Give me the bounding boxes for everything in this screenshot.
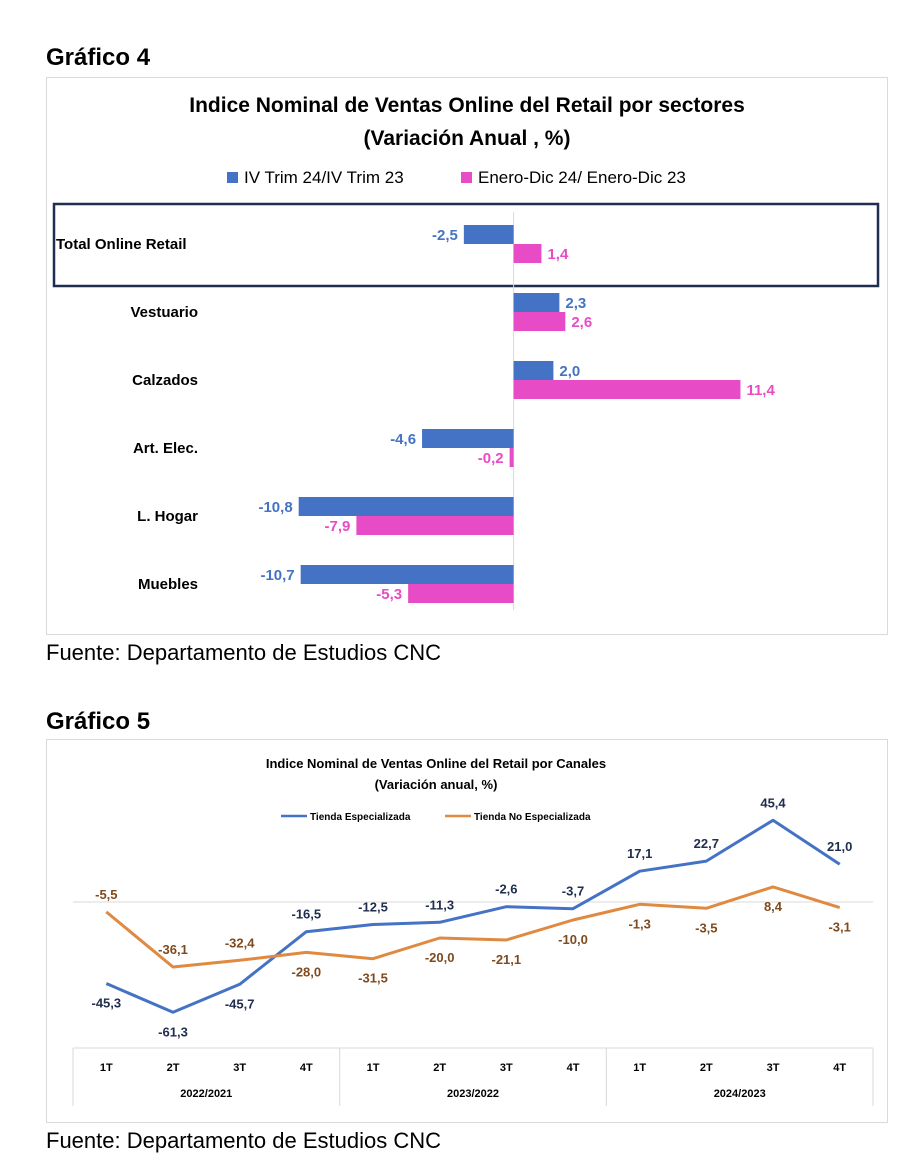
chart-5-legend: Tienda Especializada Tienda No Especiali… [281, 812, 591, 823]
data-label: -3,5 [695, 920, 717, 935]
legend-swatch-magenta [461, 172, 472, 183]
bar-enero-dic [408, 584, 514, 603]
chart-4-heading: Gráfico 4 [46, 44, 151, 71]
data-label: -10,8 [258, 499, 292, 516]
data-label: -0,2 [478, 450, 504, 467]
x-tick-label: 2T [433, 1062, 446, 1074]
chart-4-title: Indice Nominal de Ventas Online del Reta… [189, 94, 745, 117]
group-label-1: 2022/2021 [180, 1088, 232, 1100]
data-label: 22,7 [694, 836, 719, 851]
chart-5-source: Fuente: Departamento de Estudios CNC [46, 1128, 441, 1153]
legend-label-line-1: Tienda Especializada [310, 812, 411, 823]
chart-5-svg: Indice Nominal de Ventas Online del Reta… [72, 756, 874, 1106]
bar-enero-dic [509, 448, 514, 467]
x-tick-label: 4T [567, 1062, 580, 1074]
data-label: -32,4 [225, 935, 255, 950]
data-label: -2,5 [432, 227, 458, 244]
chart-4-marks: Total Online Retail -2,5 1,4 Vestuario 2,3 2,… [56, 225, 775, 603]
x-tick-label: 4T [833, 1062, 846, 1074]
x-tick-label: 3T [767, 1062, 780, 1074]
data-label: -45,3 [92, 996, 122, 1011]
data-label: -10,7 [260, 567, 294, 584]
chart-4-source: Fuente: Departamento de Estudios CNC [46, 640, 441, 665]
data-label: -31,5 [358, 971, 388, 986]
data-label: 45,4 [760, 795, 786, 810]
data-label: -3,7 [562, 884, 584, 899]
data-label: -2,6 [495, 882, 517, 897]
data-label: 8,4 [764, 899, 783, 914]
chart-5-frame: Indice Nominal de Ventas Online del Reta… [46, 739, 888, 1123]
x-tick-label: 4T [300, 1062, 313, 1074]
chart-5-heading: Gráfico 5 [46, 708, 151, 735]
data-label: -20,0 [425, 950, 455, 965]
data-label: 17,1 [627, 846, 652, 861]
chart-4-legend: IV Trim 24/IV Trim 23 Enero-Dic 24/ Ener… [227, 168, 686, 187]
bar-iv-trim [463, 225, 514, 244]
bar-iv-trim [422, 429, 514, 448]
data-label: -5,5 [95, 887, 117, 902]
data-label: 1,4 [547, 246, 569, 263]
data-label: -10,0 [558, 932, 588, 947]
chart-5-marks: 1T 2T 3T 4T 1T 2T 3T 4T 1T 2T 3T 4T -45,3 -61,3 -45,7 -… [92, 795, 853, 1074]
bar-enero-dic [513, 380, 741, 399]
chart-5-subtitle: (Variación anual, %) [375, 777, 498, 792]
bar-enero-dic [356, 516, 514, 535]
data-label: -45,7 [225, 996, 255, 1011]
x-tick-label: 3T [233, 1062, 246, 1074]
data-label: -12,5 [358, 900, 388, 915]
category-label: Calzados [132, 372, 198, 389]
legend-swatch-blue [227, 172, 238, 183]
chart-5-title: Indice Nominal de Ventas Online del Reta… [266, 756, 606, 771]
x-tick-label: 1T [633, 1062, 646, 1074]
data-label: -36,1 [158, 942, 188, 957]
data-label: 11,4 [746, 382, 775, 399]
x-tick-label: 1T [367, 1062, 380, 1074]
category-label: Total Online Retail [56, 236, 187, 253]
data-label: -3,1 [828, 920, 850, 935]
data-label: -21,1 [492, 952, 522, 967]
x-tick-label: 3T [500, 1062, 513, 1074]
x-tick-label: 1T [100, 1062, 113, 1074]
category-label: Art. Elec. [133, 440, 198, 457]
series-line-no-especializada [105, 885, 841, 969]
bar-iv-trim [513, 293, 560, 312]
chart-4-svg: Indice Nominal de Ventas Online del Reta… [52, 94, 880, 610]
bar-iv-trim [513, 361, 554, 380]
chart-4-frame: Indice Nominal de Ventas Online del Reta… [46, 77, 888, 635]
bar-enero-dic [513, 244, 542, 263]
x-axis-table: 2022/2021 2023/2022 2024/2023 [72, 1047, 874, 1106]
data-label: -5,3 [376, 586, 402, 603]
data-label: -1,3 [628, 916, 650, 931]
category-label: Vestuario [130, 304, 198, 321]
legend-label-series-2: Enero-Dic 24/ Enero-Dic 23 [478, 168, 686, 187]
series-line-especializada [105, 818, 841, 1014]
data-label: -16,5 [292, 907, 322, 922]
data-label: -28,0 [292, 964, 322, 979]
data-label: -4,6 [390, 431, 416, 448]
group-label-2: 2023/2022 [447, 1088, 499, 1100]
bar-iv-trim [300, 565, 514, 584]
category-label: Muebles [138, 576, 198, 593]
data-label: 2,3 [565, 295, 586, 312]
data-label: 2,0 [559, 363, 580, 380]
group-label-3: 2024/2023 [714, 1088, 766, 1100]
data-label: -61,3 [158, 1024, 188, 1039]
data-label: -7,9 [325, 518, 351, 535]
x-tick-label: 2T [167, 1062, 180, 1074]
x-tick-label: 2T [700, 1062, 713, 1074]
data-label: 21,0 [827, 839, 852, 854]
bar-iv-trim [298, 497, 514, 516]
chart-4-subtitle: (Variación Anual , %) [364, 127, 571, 150]
data-label: 2,6 [571, 314, 592, 331]
legend-label-line-2: Tienda No Especializada [474, 812, 591, 823]
highlight-box-total [52, 202, 880, 288]
data-label: -11,3 [425, 897, 454, 912]
category-label: L. Hogar [137, 508, 198, 525]
bar-enero-dic [513, 312, 566, 331]
legend-label-series-1: IV Trim 24/IV Trim 23 [244, 168, 404, 187]
